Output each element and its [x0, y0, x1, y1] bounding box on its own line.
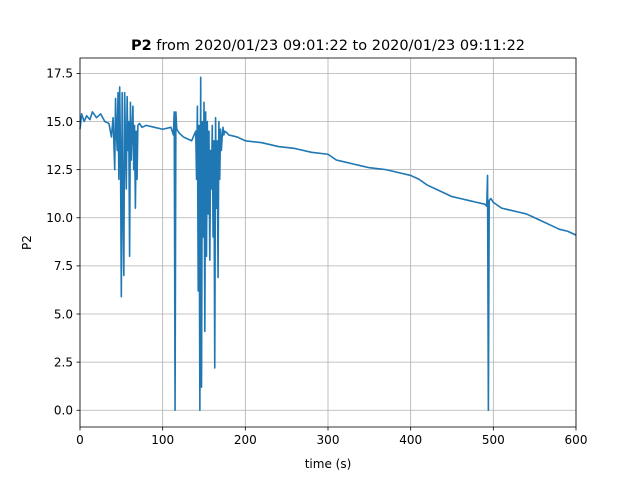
x-tick-label: 600 [565, 433, 588, 447]
chart-title-bold: P2 [131, 38, 152, 54]
y-tick-label: 2.5 [54, 355, 73, 369]
y-tick-label: 5.0 [54, 307, 73, 321]
x-tick-label: 400 [399, 433, 422, 447]
y-tick-label: 17.5 [46, 67, 73, 81]
x-axis-label: time (s) [305, 457, 352, 471]
x-tick-label: 0 [76, 433, 84, 447]
x-tick-label: 500 [482, 433, 505, 447]
y-tick-label: 10.0 [46, 211, 73, 225]
y-tick-label: 15.0 [46, 115, 73, 129]
x-axis-ticks: 0 100 200 300 400 500 600 [76, 427, 587, 447]
series-line-0 [79, 76, 577, 412]
y-axis-ticks: 0.0 2.5 5.0 7.5 10.0 12.5 15.0 17.5 [46, 67, 80, 418]
y-axis-label: P2 [20, 235, 34, 250]
x-tick-label: 100 [151, 433, 174, 447]
series-layer [79, 76, 577, 412]
y-tick-label: 7.5 [54, 259, 73, 273]
chart-title-rest: from 2020/01/23 09:01:22 to 2020/01/23 0… [152, 38, 525, 54]
y-tick-label: 0.0 [54, 404, 73, 418]
x-tick-label: 200 [234, 433, 257, 447]
x-tick-label: 300 [317, 433, 340, 447]
chart-title: P2 from 2020/01/23 09:01:22 to 2020/01/2… [131, 38, 525, 54]
y-tick-label: 12.5 [46, 163, 73, 177]
